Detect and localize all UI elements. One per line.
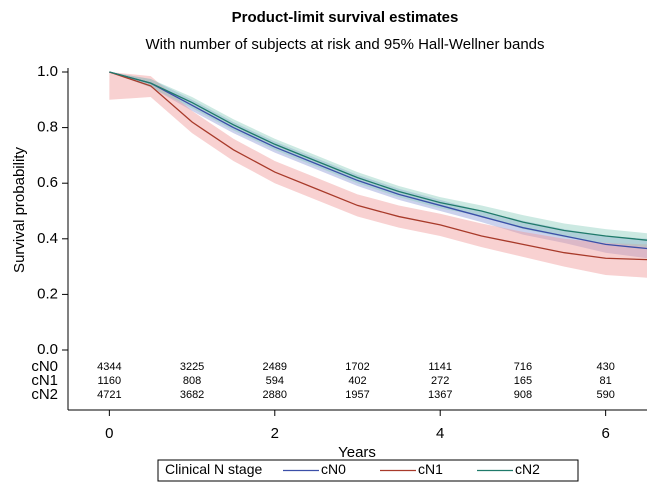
chart-title: Product-limit survival estimates (232, 9, 459, 26)
risk-count: 1160 (98, 375, 122, 387)
risk-row-label: cN1 (31, 372, 58, 389)
risk-count: 3682 (180, 389, 204, 401)
legend-label: cN2 (515, 461, 540, 477)
risk-count: 165 (514, 375, 532, 387)
confidence-band (109, 72, 648, 259)
y-tick-label: 0.4 (37, 230, 58, 247)
legend-title: Clinical N stage (165, 461, 262, 477)
risk-count: 3225 (180, 361, 204, 373)
risk-count: 2489 (263, 361, 287, 373)
risk-count: 1957 (345, 389, 369, 401)
y-tick-label: 0.6 (37, 174, 58, 191)
risk-count: 808 (183, 375, 201, 387)
risk-row-label: cN0 (31, 358, 58, 375)
survival-curve (109, 71, 648, 261)
risk-count: 272 (431, 375, 449, 387)
legend-label: cN1 (418, 461, 443, 477)
x-tick-label: 2 (271, 425, 279, 442)
y-axis-label: Survival probability (11, 147, 28, 273)
x-tick-label: 4 (436, 425, 444, 442)
risk-count: 4344 (97, 361, 121, 373)
risk-count: 2880 (263, 389, 287, 401)
y-tick-label: 0.8 (37, 119, 58, 136)
risk-count: 1141 (428, 361, 452, 373)
risk-count: 402 (348, 375, 366, 387)
survival-curve (109, 71, 648, 250)
legend-box (157, 459, 579, 482)
risk-row-label: cN2 (31, 386, 58, 403)
risk-count: 81 (600, 375, 612, 387)
y-tick-label: 0.2 (37, 285, 58, 302)
risk-count: 1367 (428, 389, 452, 401)
risk-count: 716 (514, 361, 532, 373)
risk-count: 590 (596, 389, 614, 401)
y-tick-label: 1.0 (37, 63, 58, 80)
legend-label: cN0 (321, 461, 346, 477)
x-axis-label: Years (338, 444, 376, 461)
risk-count: 594 (266, 375, 284, 387)
risk-count: 430 (596, 361, 614, 373)
risk-count: 908 (514, 389, 532, 401)
risk-count: 4721 (97, 389, 121, 401)
x-tick-label: 0 (105, 425, 113, 442)
y-tick-label: 0.0 (37, 341, 58, 358)
survival-curve (109, 71, 648, 241)
risk-count: 1702 (345, 361, 369, 373)
chart-subtitle: With number of subjects at risk and 95% … (145, 36, 544, 53)
x-tick-label: 6 (601, 425, 609, 442)
